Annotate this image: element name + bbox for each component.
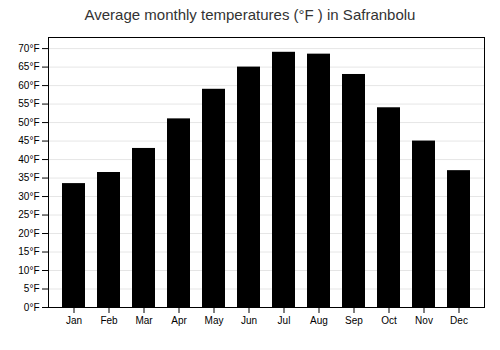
svg-text:Jul: Jul [278, 315, 291, 326]
svg-text:5°F: 5°F [24, 283, 40, 294]
svg-text:0°F: 0°F [24, 302, 40, 313]
svg-text:Dec: Dec [450, 315, 468, 326]
svg-text:40°F: 40°F [18, 154, 39, 165]
svg-text:70°F: 70°F [18, 43, 39, 54]
svg-text:60°F: 60°F [18, 80, 39, 91]
svg-text:65°F: 65°F [18, 61, 39, 72]
svg-text:Nov: Nov [415, 315, 433, 326]
svg-text:Jun: Jun [241, 315, 257, 326]
svg-text:25°F: 25°F [18, 209, 39, 220]
svg-text:35°F: 35°F [18, 172, 39, 183]
svg-text:20°F: 20°F [18, 228, 39, 239]
svg-text:10°F: 10°F [18, 265, 39, 276]
svg-text:55°F: 55°F [18, 98, 39, 109]
svg-text:15°F: 15°F [18, 246, 39, 257]
svg-text:May: May [205, 315, 224, 326]
svg-text:50°F: 50°F [18, 117, 39, 128]
svg-text:Aug: Aug [310, 315, 328, 326]
svg-text:Sep: Sep [345, 315, 363, 326]
svg-text:Apr: Apr [171, 315, 187, 326]
svg-text:Jan: Jan [66, 315, 82, 326]
svg-text:30°F: 30°F [18, 191, 39, 202]
svg-text:Feb: Feb [100, 315, 118, 326]
svg-text:Mar: Mar [135, 315, 153, 326]
svg-text:Oct: Oct [381, 315, 397, 326]
html-text:Average monthly temperatures (: Average monthly temperatures (°F ) in Sa… [84, 6, 416, 23]
svg-text:45°F: 45°F [18, 135, 39, 146]
